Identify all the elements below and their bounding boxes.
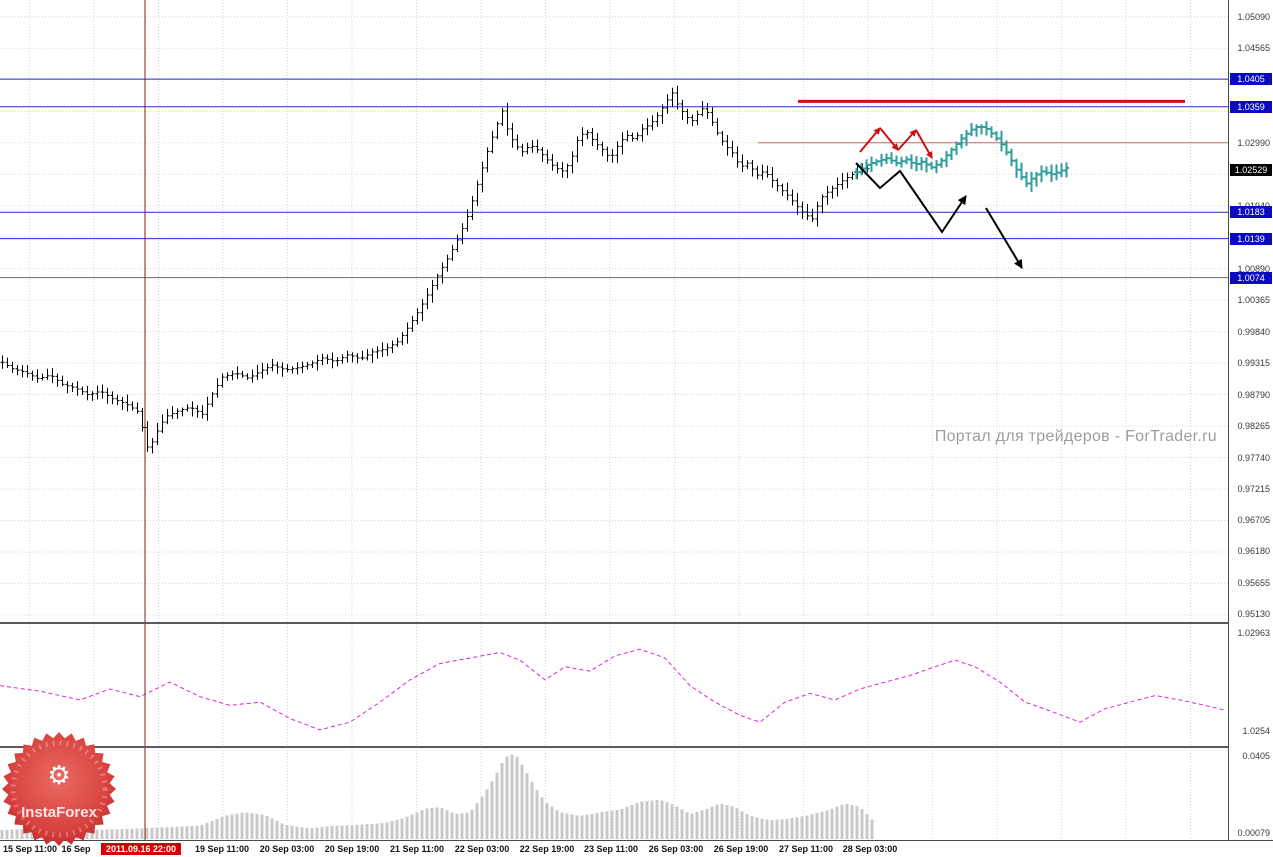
volume-axis-label: 0.0405 [1242,751,1270,761]
forecast-bars [854,121,1069,192]
time-axis-label: 22 Sep 19:00 [519,844,575,854]
black-down-arrow [985,207,1023,269]
logo-gear-icon: ⚙ [47,760,70,790]
price-level-chip: 1.0074 [1230,271,1272,284]
price-axis-label: 0.95130 [1237,609,1270,619]
time-axis-label: 22 Sep 03:00 [454,844,510,854]
price-axis[interactable]: 1.05090 1.04565 1.02990 1.01940 1.00890 1.003… [1228,0,1273,840]
price-axis-label: 0.99840 [1237,326,1270,337]
indicator-axis-label: 1.0254 [1242,726,1270,736]
price-level-chip: 1.0359 [1230,100,1272,113]
time-axis-label: 20 Sep 03:00 [259,844,315,854]
time-axis-label: 19 Sep 11:00 [194,844,250,854]
time-axis-label: 27 Sep 11:00 [778,844,834,854]
logo-inner-ring [10,740,108,838]
time-axis-label: 21 Sep 11:00 [389,844,445,854]
starburst-shape [2,732,116,846]
instaforex-logo-badge: ⚙ InstaForex [2,732,116,846]
chart-canvas[interactable] [0,0,1228,840]
current-price-chip: 1.02529 [1230,164,1272,177]
selected-time-chip: 2011.09.16 22:00 [100,843,182,855]
indicator-line [0,648,1226,731]
time-axis-label: 16 Sep [61,844,91,854]
time-axis-label: 15 Sep 11:00 [2,844,58,854]
price-axis-label: 0.96705 [1237,514,1270,525]
time-axis-label: 28 Sep 03:00 [842,844,898,854]
forecast-annotations[interactable] [855,127,1023,269]
price-axis-label: 1.01940 [1237,201,1270,211]
volume-axis-label: 0.00079 [1237,828,1270,838]
price-axis-label: 0.98790 [1237,389,1270,400]
grid [0,0,1228,840]
price-axis-label: 1.00890 [1237,263,1270,274]
red-arrow-segment [879,127,899,151]
indicator-axis-label: 1.02963 [1237,628,1270,638]
chart-plot-area[interactable] [0,0,1228,840]
time-axis-label: 20 Sep 19:00 [324,844,380,854]
red-arrow-segment [859,127,881,153]
time-axis-label: 23 Sep 11:00 [583,844,639,854]
price-axis-label: 0.99315 [1237,358,1270,369]
price-axis-label: 1.02990 [1237,137,1270,148]
price-axis-label: 1.05090 [1237,11,1270,22]
price-axis-label: 0.97215 [1237,483,1270,494]
time-axis[interactable]: 2011.09.16 22:00 15 Sep 11:00 16 Sep 19 Se… [0,840,1273,857]
volume-histogram [0,754,874,839]
logo-wordmark: InstaForex [21,804,98,821]
red-arrow-segment [897,129,917,151]
black-zigzag-arrow [855,162,967,234]
time-axis-label: 26 Sep 03:00 [648,844,704,854]
price-axis-label: 0.98265 [1237,421,1270,432]
red-arrow-segment [915,129,933,159]
level-lines[interactable] [0,78,1228,279]
watermark: Портал для трейдеров - ForTrader.ru [934,428,1217,445]
instaforex-logo: ⚙ InstaForex [1,731,118,848]
price-axis-label: 1.00365 [1237,295,1270,306]
price-level-chip: 1.0183 [1230,206,1272,219]
price-level-chip: 1.0139 [1230,232,1272,245]
price-axis-label: 1.04565 [1237,43,1270,54]
price-level-chip: 1.0405 [1230,73,1272,86]
price-bars [0,85,870,454]
price-axis-label: 0.95655 [1237,577,1270,588]
time-axis-label: 26 Sep 19:00 [713,844,769,854]
price-axis-label: 0.96180 [1237,546,1270,557]
price-axis-label: 0.97740 [1237,452,1270,463]
